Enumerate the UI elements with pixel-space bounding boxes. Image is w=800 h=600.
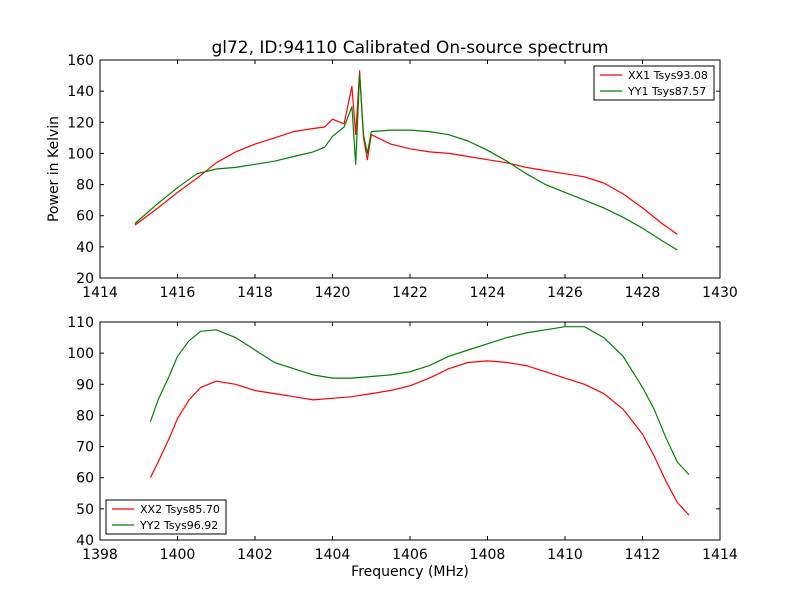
plot-area-bottom: 1398 1400 1402 1404 1406 1408 1410 1412 1414 40 50… [67, 315, 738, 563]
series-line-1 [134, 70, 678, 235]
legend-box [105, 499, 227, 535]
series-line-2 [134, 73, 678, 251]
y-tick-label: 100 [67, 346, 94, 362]
y-tick-label: 90 [76, 377, 94, 393]
x-tick-label: 1408 [470, 547, 506, 563]
x-tick-label: 1418 [237, 285, 273, 301]
x-tick-label: 1412 [625, 547, 661, 563]
x-tick-label: 1410 [547, 547, 583, 563]
x-tick-label: 1398 [82, 547, 118, 563]
y-tick-label: 60 [76, 471, 94, 487]
x-tick-label: 1420 [315, 285, 351, 301]
x-tick-label: 1414 [82, 285, 118, 301]
x-tick-label: 1400 [160, 547, 196, 563]
y-tick-label: 100 [67, 146, 94, 162]
chart-title: gl72, ID:94110 Calibrated On-source spec… [211, 38, 608, 58]
legend-entry: YY2 Tsys96.92 [139, 519, 218, 532]
series-line-1 [149, 360, 690, 516]
chart-bottom: Frequency (MHz) 1398 1400 1402 1404 1406 1408… [67, 315, 738, 580]
y-tick-label: 80 [76, 178, 94, 194]
chart-top: gl72, ID:94110 Calibrated On-source spec… [46, 38, 738, 301]
y-tick-label: 40 [76, 240, 94, 256]
x-tick-label: 1424 [470, 285, 506, 301]
legend-box [593, 65, 715, 101]
plot-area-top: 1414 1416 1418 1420 1422 1424 1426 1428 1430 20 40… [67, 53, 738, 301]
y-tick-label: 70 [76, 440, 94, 456]
x-tick-label: 1402 [237, 547, 273, 563]
legend-entry: YY1 Tsys87.57 [627, 85, 706, 98]
x-tick-label: 1414 [702, 547, 738, 563]
y-tick-label: 120 [67, 115, 94, 131]
x-axis-label-bottom: Frequency (MHz) [351, 564, 469, 580]
x-tick-label: 1406 [392, 547, 428, 563]
y-tick-label: 110 [67, 315, 94, 331]
x-tick-label: 1428 [625, 285, 661, 301]
y-tick-label: 160 [67, 53, 94, 69]
legend-entry: XX1 Tsys93.08 [628, 69, 708, 82]
x-tick-label: 1426 [547, 285, 583, 301]
x-tick-label: 1416 [160, 285, 196, 301]
y-tick-label: 140 [67, 84, 94, 100]
y-tick-label: 40 [76, 533, 94, 549]
y-tick-label: 50 [76, 502, 94, 518]
y-tick-label: 20 [76, 271, 94, 287]
x-tick-label: 1422 [392, 285, 428, 301]
legend-entry: XX2 Tsys85.70 [140, 503, 220, 516]
y-tick-label: 60 [76, 209, 94, 225]
x-tick-label: 1404 [315, 547, 351, 563]
y-tick-label: 80 [76, 408, 94, 424]
x-tick-label: 1430 [702, 285, 738, 301]
series-line-2 [149, 326, 690, 476]
y-axis-label-top: Power in Kelvin [46, 116, 62, 222]
